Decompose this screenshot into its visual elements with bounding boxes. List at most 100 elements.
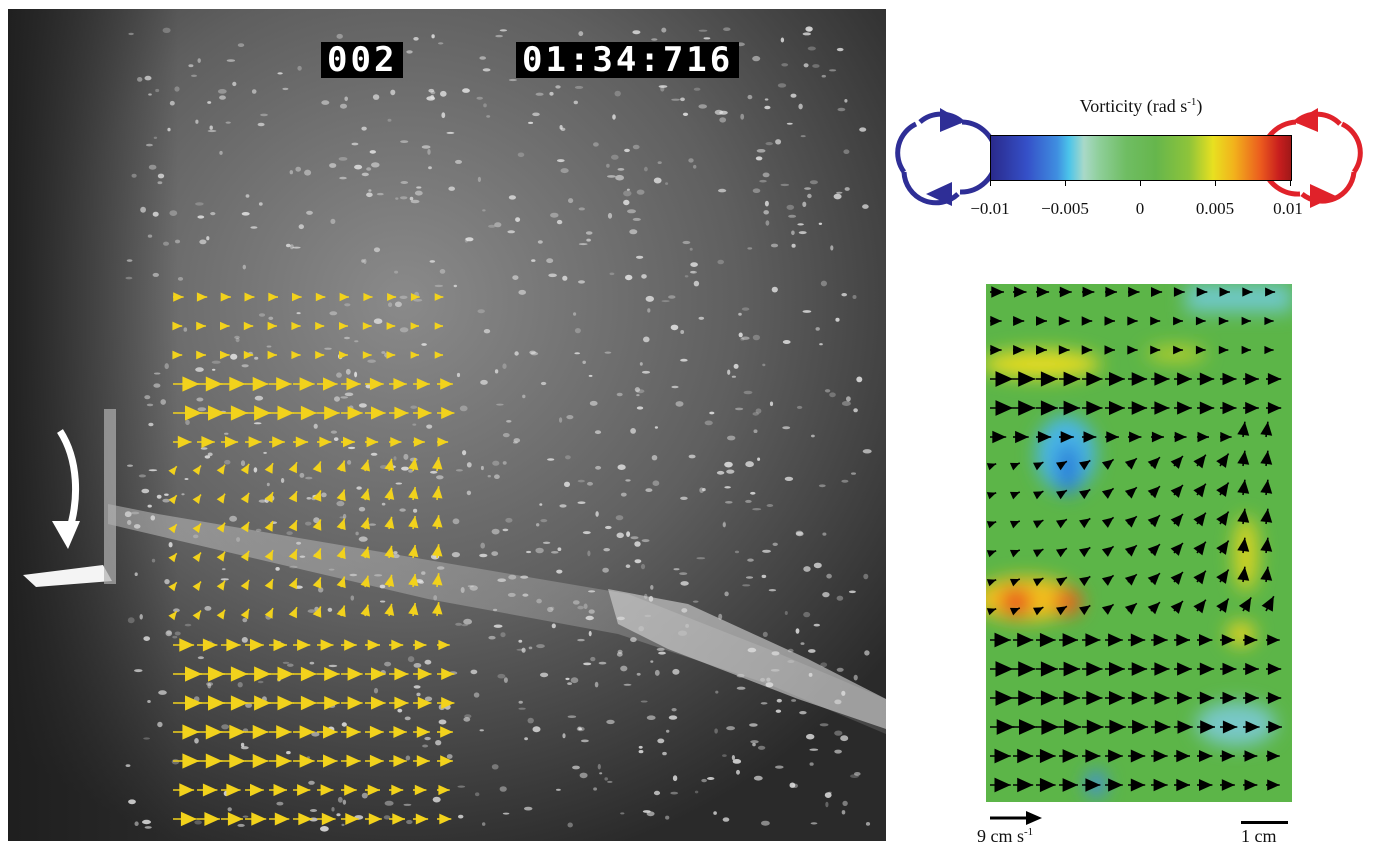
- velocity-vector: [1105, 633, 1123, 647]
- piv-vector: [434, 351, 443, 359]
- piv-vector: [245, 436, 262, 448]
- piv-vector: [291, 350, 301, 360]
- piv-vector: [365, 377, 384, 391]
- piv-vector: [437, 378, 453, 390]
- velocity-vector: [1079, 575, 1091, 587]
- velocity-vector: [1151, 662, 1170, 676]
- piv-vector: [386, 351, 396, 359]
- piv-vector: [413, 784, 427, 796]
- velocity-vector: [1264, 316, 1274, 326]
- piv-vector: [341, 725, 361, 739]
- velocity-vector: [1013, 430, 1029, 444]
- piv-vector: [245, 638, 264, 652]
- velocity-vector: [990, 748, 1011, 764]
- piv-vector: [437, 726, 453, 738]
- velocity-vector: [1128, 662, 1148, 676]
- velocity-vector: [1216, 598, 1230, 613]
- velocity-vector: [1266, 720, 1282, 734]
- piv-vector: [432, 457, 443, 472]
- piv-vector: [365, 406, 386, 420]
- velocity-vector: [1105, 661, 1125, 677]
- piv-vector: [221, 376, 246, 392]
- velocity-vector: [1220, 750, 1235, 762]
- piv-vector: [413, 755, 430, 767]
- velocity-vector: [986, 462, 997, 471]
- velocity-vector: [1079, 488, 1091, 500]
- piv-vector: [220, 292, 231, 302]
- piv-vector: [413, 667, 432, 681]
- piv-vector: [317, 667, 340, 681]
- timecode: 01:34:716: [516, 42, 740, 78]
- piv-vector: [363, 292, 373, 302]
- piv-vector: [293, 405, 317, 421]
- piv-vector: [221, 638, 241, 652]
- piv-vector: [339, 292, 349, 302]
- piv-vector: [291, 321, 301, 331]
- velocity-vector: [1266, 402, 1282, 414]
- piv-vector: [317, 406, 340, 420]
- piv-vector: [192, 523, 202, 533]
- velocity-vector: [1079, 546, 1091, 558]
- velocity-vector: [986, 578, 997, 587]
- colorbar-tick-label: −0.005: [1041, 199, 1089, 218]
- velocity-vector: [1260, 566, 1273, 583]
- velocity-vector: [1059, 778, 1078, 792]
- velocity-vector: [986, 491, 997, 500]
- velocity-vector: [990, 286, 1004, 298]
- velocity-vector: [1197, 662, 1215, 676]
- velocity-vector: [1101, 516, 1115, 528]
- velocity-vector: [1260, 537, 1273, 554]
- piv-vector: [365, 725, 384, 739]
- piv-vector: [317, 436, 332, 448]
- piv-vector: [336, 576, 346, 589]
- velocity-vector: [1260, 421, 1273, 438]
- velocity-vector: [1059, 371, 1081, 387]
- velocity-vector: [1174, 691, 1192, 705]
- velocity-vector: [1243, 662, 1259, 676]
- piv-vector: [293, 695, 317, 711]
- velocity-vector: [1216, 511, 1230, 526]
- velocity-vector: [1059, 690, 1081, 706]
- piv-vector: [197, 783, 218, 797]
- velocity-vector: [1059, 749, 1078, 763]
- velocity-vector: [1059, 719, 1082, 735]
- piv-vector: [288, 577, 298, 590]
- velocity-vector: [1237, 508, 1250, 525]
- piv-vector: [264, 578, 274, 590]
- velocity-vector: [1058, 345, 1070, 355]
- piv-vector: [387, 293, 397, 301]
- velocity-vector: [1151, 720, 1171, 734]
- velocity-vector: [1243, 720, 1260, 734]
- piv-vector: [341, 696, 363, 710]
- piv-vector: [216, 464, 226, 475]
- velocity-vector: [1056, 518, 1068, 529]
- velocity-vector: [1013, 777, 1034, 793]
- colorbar-tick-mark: [1290, 180, 1291, 186]
- velocity-vector: [1128, 633, 1146, 647]
- velocity-vector: [1056, 605, 1068, 616]
- vorticity-vector-map: [986, 284, 1292, 802]
- velocity-vector: [1036, 345, 1047, 355]
- velocity-vector: [990, 315, 1002, 327]
- velocity-vector: [1104, 345, 1115, 355]
- velocity-vector: [1170, 600, 1184, 614]
- velocity-vector: [1081, 345, 1093, 355]
- piv-vector: [365, 784, 380, 796]
- velocity-vector: [1124, 544, 1138, 557]
- piv-vector: [389, 813, 405, 825]
- velocity-vector: [1101, 545, 1115, 557]
- piv-vector: [360, 546, 370, 559]
- piv-vector: [173, 753, 200, 769]
- piv-vector: [216, 609, 226, 620]
- velocity-vector: [1036, 632, 1056, 648]
- piv-vector: [312, 606, 322, 618]
- velocity-vector: [1128, 778, 1146, 792]
- piv-vector: [192, 494, 202, 504]
- piv-vector: [168, 494, 178, 505]
- piv-vector: [317, 377, 338, 391]
- piv-vector: [245, 812, 267, 826]
- piv-vector: [389, 406, 409, 420]
- piv-vector: [240, 463, 250, 475]
- clockwise-rotation-icon: [895, 108, 999, 206]
- piv-vector: [384, 574, 395, 588]
